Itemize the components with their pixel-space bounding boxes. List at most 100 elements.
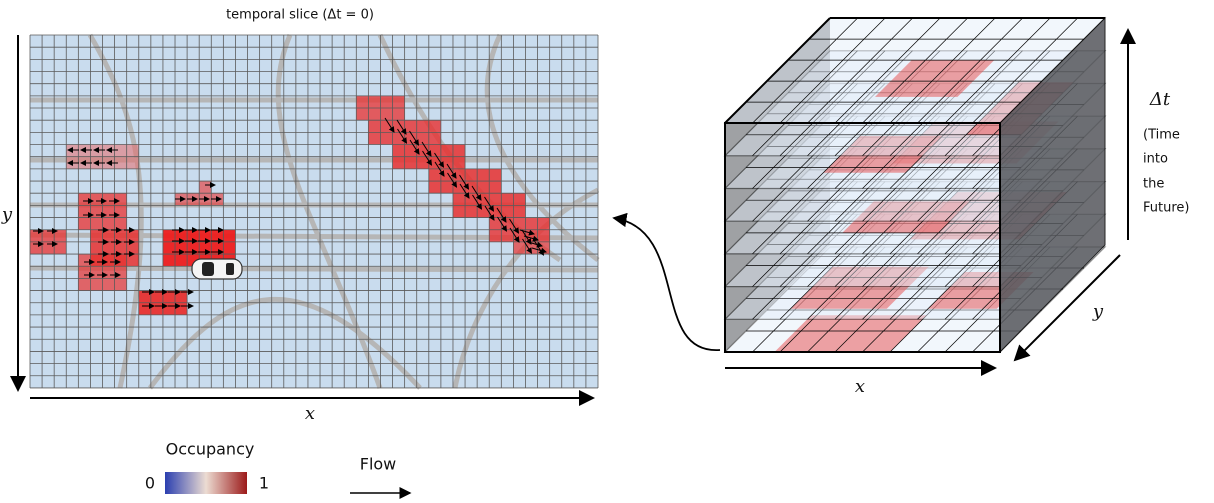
occupied-cell [103, 278, 115, 290]
occupied-cell [405, 120, 417, 132]
occupied-cell [513, 193, 525, 205]
occupied-cell [429, 169, 441, 181]
occupied-cell [78, 218, 90, 230]
occupied-cell [477, 181, 489, 193]
occupied-cell [441, 145, 453, 157]
occupied-cell [103, 230, 115, 242]
occupied-cell [393, 96, 405, 108]
occupied-cell [90, 278, 102, 290]
occupied-cell [115, 230, 127, 242]
occupied-cell [115, 145, 127, 157]
occupied-cell [175, 254, 187, 266]
occupied-cell [368, 96, 380, 108]
colorbar-min: 0 [145, 474, 155, 493]
occupied-cell [90, 266, 102, 278]
occupied-cell [393, 108, 405, 120]
cube-y-label: y [1092, 301, 1104, 322]
occupied-cell [115, 242, 127, 254]
occupied-cell [417, 120, 429, 132]
occupied-cell [429, 132, 441, 144]
cube-x-label: x [855, 376, 865, 397]
occupied-cell [115, 278, 127, 290]
occupied-cell [163, 230, 175, 242]
occupied-cell [78, 193, 90, 205]
occupied-cell [489, 169, 501, 181]
occupied-cell [211, 230, 223, 242]
occupied-cell [139, 303, 151, 315]
occupied-cell [368, 108, 380, 120]
occupied-cell [78, 266, 90, 278]
occupied-cell [393, 145, 405, 157]
occupied-cell [66, 145, 78, 157]
occupied-cell [429, 181, 441, 193]
occupied-cell [525, 218, 537, 230]
occupied-cell [187, 230, 199, 242]
occupied-cell [78, 278, 90, 290]
occupied-cell [465, 205, 477, 217]
time-caption: (Time [1143, 128, 1180, 143]
figure: temporal slice (Δt = 0) y x Δt (Time int… [0, 0, 1214, 503]
occupied-cell [151, 303, 163, 315]
occupied-cell [356, 108, 368, 120]
flow-title: Flow [360, 455, 397, 474]
occupied-cell [525, 230, 537, 242]
occupied-cell [103, 193, 115, 205]
occupied-cell [90, 254, 102, 266]
occupied-cell [78, 145, 90, 157]
time-caption: the [1143, 177, 1164, 192]
occupancy-title: Occupancy [166, 440, 255, 459]
occupied-cell [368, 120, 380, 132]
occupied-cell [127, 230, 139, 242]
occupied-cell [405, 145, 417, 157]
occupied-cell [127, 242, 139, 254]
occupied-cell [115, 266, 127, 278]
colorbar [165, 472, 247, 494]
occupied-cell [441, 157, 453, 169]
occupied-cell [453, 205, 465, 217]
occupied-cell [115, 218, 127, 230]
occupied-cell [127, 145, 139, 157]
occupied-cell [223, 230, 235, 242]
occupied-cell [90, 230, 102, 242]
time-caption: Future) [1143, 201, 1189, 216]
occupied-cell [127, 157, 139, 169]
occupied-cell [489, 193, 501, 205]
occupied-cell [115, 254, 127, 266]
occupied-cell [453, 157, 465, 169]
slice-title: temporal slice (Δt = 0) [226, 8, 374, 23]
occupied-cell [103, 218, 115, 230]
occupied-cell [163, 303, 175, 315]
occupied-cell [477, 169, 489, 181]
occupied-cell [42, 230, 54, 242]
occupied-cell [223, 242, 235, 254]
occupied-cell [429, 120, 441, 132]
x-label: x [305, 403, 315, 424]
occupied-cell [465, 169, 477, 181]
occupied-cell [380, 96, 392, 108]
occupied-cell [513, 205, 525, 217]
time-label: Δt [1149, 89, 1171, 110]
occupied-cell [356, 96, 368, 108]
occupied-cell [489, 230, 501, 242]
legend: Occupancy 0 1 Flow [145, 440, 410, 495]
occupied-cell [380, 108, 392, 120]
occupied-cell [103, 254, 115, 266]
occupied-cell [393, 132, 405, 144]
occupied-cell [78, 254, 90, 266]
ego-car [192, 259, 242, 279]
occupied-cell [115, 193, 127, 205]
occupied-cell [501, 205, 513, 217]
occupied-cell [380, 132, 392, 144]
occupied-cell [30, 230, 42, 242]
occupied-cell [78, 205, 90, 217]
time-caption: into [1143, 152, 1168, 167]
occupied-cell [103, 266, 115, 278]
occupied-cell [489, 181, 501, 193]
occupied-cell [501, 193, 513, 205]
occupied-cell [477, 193, 489, 205]
occupied-cell [90, 218, 102, 230]
occupied-cell [199, 181, 211, 193]
occupied-cell [103, 242, 115, 254]
occupied-cell [501, 218, 513, 230]
occupied-cell [90, 205, 102, 217]
